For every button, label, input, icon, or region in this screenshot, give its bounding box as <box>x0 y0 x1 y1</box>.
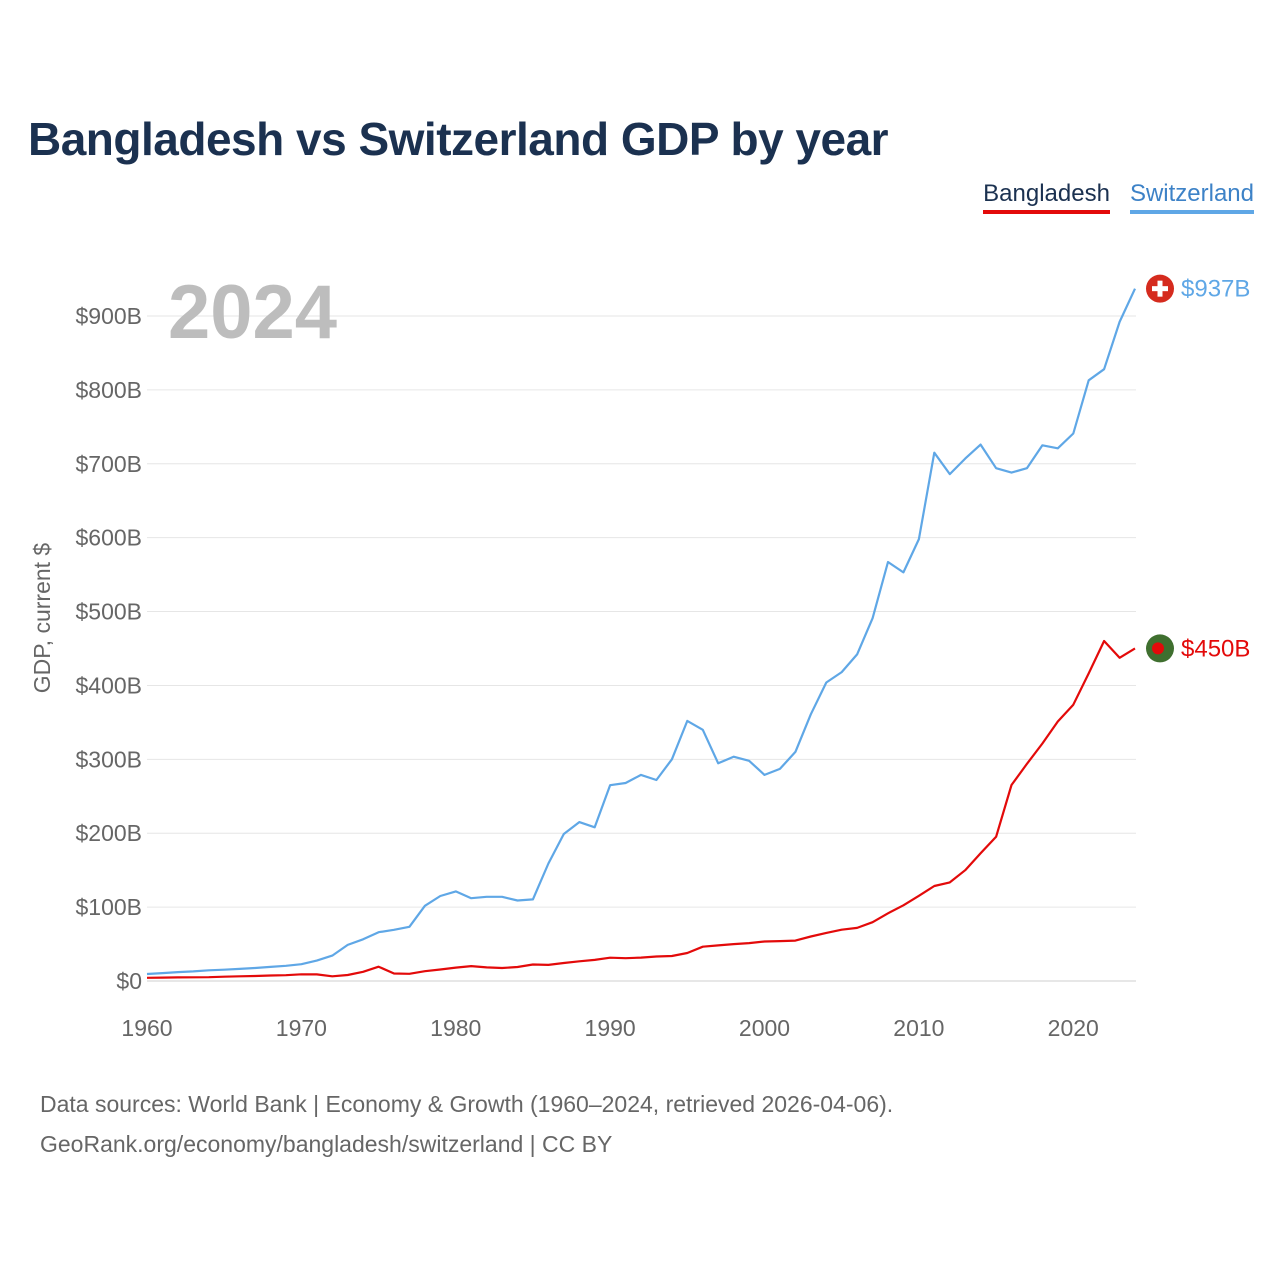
footer-attribution[interactable]: GeoRank.org/economy/bangladesh/switzerla… <box>40 1131 613 1157</box>
x-tick-label: 1970 <box>276 1015 327 1041</box>
y-tick-label: $400B <box>75 672 142 698</box>
y-tick-label: $900B <box>75 303 142 329</box>
y-tick-label: $200B <box>75 820 142 846</box>
gridlines <box>147 315 1136 982</box>
y-tick-label: $100B <box>75 894 142 920</box>
legend-item-switzerland[interactable]: Switzerland <box>1129 180 1254 214</box>
y-tick-label: $600B <box>75 525 142 551</box>
x-tick-label: 2020 <box>1048 1015 1099 1041</box>
y-axis-label: GDP, current $ <box>29 543 55 694</box>
y-axis-ticks: $0 $100B $200B $300B $400B $500B $600B $700B $80… <box>75 303 142 994</box>
legend-item-bangladesh[interactable]: Bangladesh <box>983 180 1110 214</box>
x-axis-ticks: 1960 1970 1980 1990 2000 2010 2020 <box>121 1015 1098 1041</box>
series-line-switzerland <box>146 288 1136 976</box>
series-lines <box>146 288 1136 979</box>
x-tick-label: 1980 <box>430 1015 481 1041</box>
x-tick-label: 1990 <box>585 1015 636 1041</box>
y-tick-label: $500B <box>75 599 142 625</box>
y-tick-label: $300B <box>75 746 142 772</box>
series-line-bangladesh <box>146 639 1136 979</box>
legend: Bangladesh Switzerland <box>983 180 1254 214</box>
end-markers: $450B $937B <box>1146 274 1250 663</box>
y-tick-label: $0 <box>116 968 142 994</box>
chart-title: Bangladesh vs Switzerland GDP by year <box>28 113 889 165</box>
x-tick-label: 2000 <box>739 1015 790 1041</box>
y-tick-label: $800B <box>75 377 142 403</box>
x-tick-label: 1960 <box>121 1015 172 1041</box>
footer-sources: Data sources: World Bank | Economy & Gro… <box>40 1091 894 1117</box>
x-tick-label: 2010 <box>893 1015 944 1041</box>
flag-red-disc <box>1152 642 1164 655</box>
end-value-label-switzerland: $937B <box>1181 276 1250 303</box>
year-watermark: 2024 <box>168 270 337 355</box>
footer: Data sources: World Bank | Economy & Gro… <box>40 1084 893 1164</box>
end-value-label-bangladesh: $450B <box>1181 635 1250 662</box>
y-tick-label: $700B <box>75 451 142 477</box>
flag-cross-horizontal <box>1152 286 1168 292</box>
gdp-line-chart: 2024 $0 $100B $200B $300B $400B $500B $600B $70… <box>29 270 1250 1041</box>
